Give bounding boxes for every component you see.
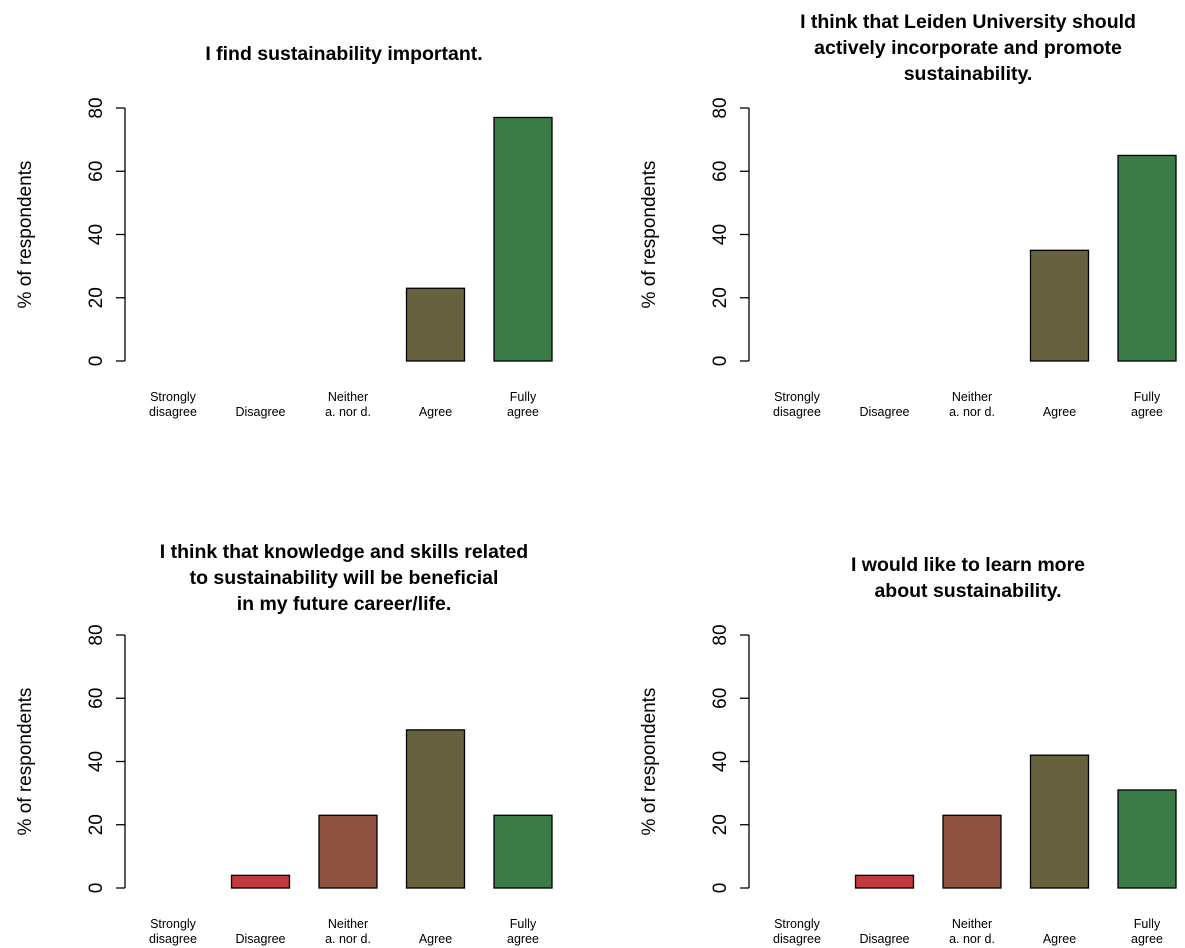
x-category-label: Agree xyxy=(419,405,452,419)
chart-title-line: sustainability. xyxy=(904,63,1033,85)
x-category-label: Strongly xyxy=(774,390,821,404)
x-category-label: Strongly xyxy=(774,917,821,931)
x-category-label: Neither xyxy=(328,390,368,404)
y-tick-label: 80 xyxy=(710,624,731,645)
y-tick-label: 60 xyxy=(86,688,107,709)
y-tick-label: 20 xyxy=(86,814,107,835)
chart-panel-2: I think that Leiden University should act… xyxy=(639,11,1177,419)
y-tick-label: 0 xyxy=(710,356,731,367)
bar-5 xyxy=(493,814,553,889)
y-tick-label: 0 xyxy=(86,883,107,894)
x-category-label: Fully xyxy=(1134,917,1161,931)
chart-title-line: to sustainability will be beneficial xyxy=(190,567,499,589)
x-category-label: agree xyxy=(507,932,539,946)
bar-2 xyxy=(854,874,915,889)
y-tick-label: 60 xyxy=(710,688,731,709)
y-tick-label: 80 xyxy=(710,97,731,118)
y-tick-label: 0 xyxy=(710,883,731,894)
x-category-label: Agree xyxy=(1043,932,1076,946)
x-category-label: Agree xyxy=(419,932,452,946)
y-axis-label: % of respondents xyxy=(639,688,660,836)
x-category-label: Fully xyxy=(1134,390,1161,404)
chart-title-line: about sustainability. xyxy=(874,580,1061,602)
x-category-label: Disagree xyxy=(235,932,285,946)
x-category-label: Strongly xyxy=(150,917,197,931)
bar-5 xyxy=(1117,789,1177,889)
y-tick-label: 0 xyxy=(86,356,107,367)
y-tick-label: 40 xyxy=(86,751,107,772)
bar-4 xyxy=(405,729,466,889)
y-tick-label: 20 xyxy=(710,287,731,308)
bar-5 xyxy=(1117,154,1177,362)
y-tick-label: 40 xyxy=(710,751,731,772)
chart-title-line: I think that Leiden University should xyxy=(800,11,1136,33)
y-tick-label: 40 xyxy=(86,224,107,245)
y-tick-label: 80 xyxy=(86,624,107,645)
chart-title-line: in my future career/life. xyxy=(237,593,452,615)
x-category-label: Neither xyxy=(952,917,992,931)
x-category-label: Disagree xyxy=(859,932,909,946)
x-category-label: a. nor d. xyxy=(949,405,995,419)
chart-title-line: I would like to learn more xyxy=(851,554,1085,576)
bar-5 xyxy=(493,116,553,362)
chart-panel-1: I find sustainability important. 0 20 40 60 8… xyxy=(15,43,553,419)
y-axis-label: % of respondents xyxy=(639,161,660,309)
x-category-label: disagree xyxy=(773,405,821,419)
x-category-label: agree xyxy=(507,405,539,419)
x-category-label: agree xyxy=(1131,405,1163,419)
y-tick-label: 20 xyxy=(86,287,107,308)
x-category-label: disagree xyxy=(773,932,821,946)
chart-title-line: I think that knowledge and skills relate… xyxy=(160,541,528,563)
y-axis-label: % of respondents xyxy=(15,161,36,309)
x-category-label: agree xyxy=(1131,932,1163,946)
y-tick-label: 60 xyxy=(710,161,731,182)
y-tick-label: 80 xyxy=(86,97,107,118)
y-axis-label: % of respondents xyxy=(15,688,36,836)
x-category-label: Neither xyxy=(952,390,992,404)
x-category-label: a. nor d. xyxy=(325,405,371,419)
y-tick-label: 40 xyxy=(710,224,731,245)
x-category-label: Strongly xyxy=(150,390,197,404)
chart-panel-3: I think that knowledge and skills relate… xyxy=(15,541,553,946)
x-category-label: Fully xyxy=(510,390,537,404)
y-tick-label: 60 xyxy=(86,161,107,182)
y-tick-label: 20 xyxy=(710,814,731,835)
x-category-label: disagree xyxy=(149,932,197,946)
bar-4 xyxy=(1029,249,1090,362)
x-category-label: Disagree xyxy=(235,405,285,419)
x-category-label: Neither xyxy=(328,917,368,931)
chart-panel-4: I would like to learn more about sustaina… xyxy=(639,554,1177,946)
bar-4 xyxy=(405,287,466,362)
x-category-label: a. nor d. xyxy=(949,932,995,946)
x-category-label: a. nor d. xyxy=(325,932,371,946)
x-category-label: Disagree xyxy=(859,405,909,419)
chart-title-line: actively incorporate and promote xyxy=(814,37,1122,59)
bar-3 xyxy=(318,814,378,889)
chart-title-line: I find sustainability important. xyxy=(205,43,482,65)
x-category-label: Fully xyxy=(510,917,537,931)
bar-4 xyxy=(1029,754,1090,889)
x-category-label: disagree xyxy=(149,405,197,419)
x-category-label: Agree xyxy=(1043,405,1076,419)
bar-2 xyxy=(230,874,291,889)
bar-3 xyxy=(942,814,1002,889)
